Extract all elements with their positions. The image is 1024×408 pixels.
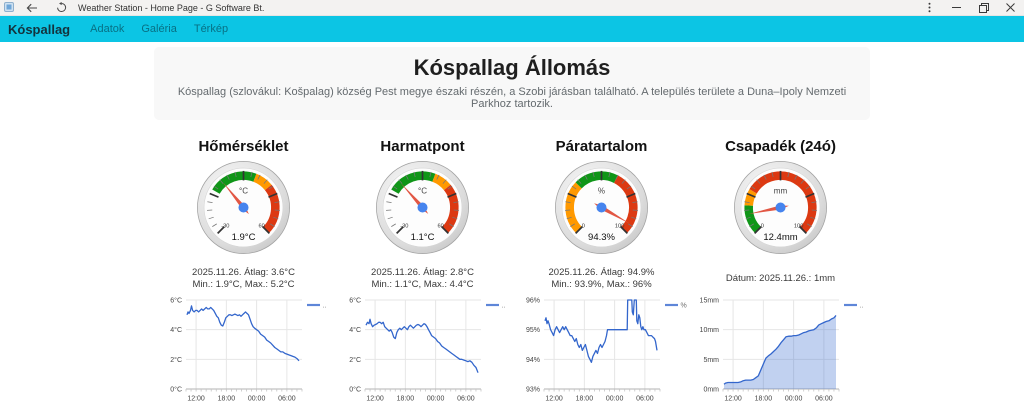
page-title: Kóspallag Állomás <box>413 55 611 80</box>
svg-text:96%: 96% <box>525 298 539 305</box>
panel-humidity: Páratartalom 0 100% 94.3% 2025.11.26. Átla… <box>512 138 691 408</box>
svg-text:18:00: 18:00 <box>396 396 414 403</box>
station-header: Kóspallag Állomás Kóspallag (szlovákul: … <box>154 47 870 120</box>
svg-text:60: 60 <box>258 224 264 230</box>
svg-text:06:00: 06:00 <box>457 396 475 403</box>
nav-link-terkep[interactable]: Térkép <box>193 23 229 35</box>
svg-text:100: 100 <box>794 224 804 230</box>
svg-text:°C: °C <box>239 186 248 195</box>
nav-link-galeria[interactable]: Galéria <box>141 23 177 35</box>
precipitation-stats: Dátum: 2025.11.26.: 1mm <box>691 266 870 291</box>
measurement-panels: Hőmérséklet -30 60 °C 1.9°C 2025.11.26. Átl… <box>154 138 870 408</box>
svg-text:12.4mm: 12.4mm <box>763 232 797 243</box>
precipitation-chart: 0mm 5mm 10mm 15mm 12:00 18:00 00:00 06:00.. <box>691 294 870 408</box>
svg-text:12:00: 12:00 <box>366 396 384 403</box>
stats-line: 2025.11.26. Átlag: 94.9% <box>548 266 655 278</box>
svg-text:94%: 94% <box>525 357 539 364</box>
svg-text:00:00: 00:00 <box>605 396 623 403</box>
panel-temperature: Hőmérséklet -30 60 °C 1.9°C 2025.11.26. Átl… <box>154 138 333 408</box>
svg-text:%: % <box>598 186 605 195</box>
svg-text:°C: °C <box>418 186 427 195</box>
svg-text:12:00: 12:00 <box>545 396 563 403</box>
svg-text:-30: -30 <box>221 224 229 230</box>
panel-title: Harmatpont <box>380 138 465 155</box>
svg-text:0°C: 0°C <box>349 386 361 394</box>
window-titlebar: Weather Station - Home Page - G Software… <box>0 0 1024 16</box>
svg-text:00:00: 00:00 <box>784 396 802 403</box>
stats-line: Min.: 1.1°C, Max.: 4.4°C <box>371 278 474 290</box>
svg-text:..: .. <box>501 303 505 310</box>
svg-text:18:00: 18:00 <box>217 396 235 403</box>
svg-text:5mm: 5mm <box>703 357 719 364</box>
svg-text:4°C: 4°C <box>170 326 182 334</box>
app-icon <box>4 0 14 17</box>
humidity-stats: 2025.11.26. Átlag: 94.9% Min.: 93.9%, Ma… <box>512 266 691 291</box>
svg-text:93%: 93% <box>525 387 539 394</box>
window-title: Weather Station - Home Page - G Software… <box>78 2 265 13</box>
panel-title: Csapadék (24ó) <box>725 138 836 155</box>
svg-text:12:00: 12:00 <box>187 396 205 403</box>
restore-button[interactable] <box>970 0 997 15</box>
svg-text:00:00: 00:00 <box>426 396 444 403</box>
menu-kebab-icon[interactable] <box>916 0 943 15</box>
svg-text:10mm: 10mm <box>699 327 719 334</box>
panel-precipitation: Csapadék (24ó) 0 100 mm 12.4mm Dátum: 2025.… <box>691 138 870 408</box>
panel-dewpoint: Harmatpont -30 60 °C 1.1°C 2025.11.26. Átla… <box>333 138 512 408</box>
svg-text:18:00: 18:00 <box>575 396 593 403</box>
svg-text:06:00: 06:00 <box>815 396 833 403</box>
panel-title: Páratartalom <box>555 138 648 155</box>
stats-line: 2025.11.26. Átlag: 3.6°C <box>192 266 295 278</box>
svg-text:60: 60 <box>437 224 443 230</box>
svg-text:mm: mm <box>774 186 788 195</box>
svg-text:0°C: 0°C <box>170 386 182 394</box>
temperature-stats: 2025.11.26. Átlag: 3.6°C Min.: 1.9°C, Ma… <box>154 266 333 291</box>
stats-line: Min.: 93.9%, Max.: 96% <box>551 278 652 290</box>
svg-text:..: .. <box>322 303 326 310</box>
temperature-chart: 0°C 2°C 4°C 6°C 12:00 18:00 00:00 06:00.. <box>154 294 333 408</box>
stats-line: 2025.11.26. Átlag: 2.8°C <box>371 266 474 278</box>
svg-text:12:00: 12:00 <box>724 396 742 403</box>
svg-text:0: 0 <box>761 224 764 230</box>
svg-text:2°C: 2°C <box>170 356 182 364</box>
svg-text:6°C: 6°C <box>170 297 182 305</box>
svg-text:..: .. <box>859 303 863 310</box>
svg-text:18:00: 18:00 <box>754 396 772 403</box>
dewpoint-stats: 2025.11.26. Átlag: 2.8°C Min.: 1.1°C, Ma… <box>333 266 512 291</box>
page-subtitle: Kóspallag (szlovákul: Košpalag) község P… <box>177 86 847 110</box>
nav-link-adatok[interactable]: Adatok <box>90 23 125 35</box>
humidity-chart: 93% 94% 95% 96% 12:00 18:00 00:00 06:00% <box>512 294 691 408</box>
svg-text:2°C: 2°C <box>349 356 361 364</box>
svg-text:-30: -30 <box>400 224 408 230</box>
panel-title: Hőmérséklet <box>198 138 289 155</box>
svg-text:00:00: 00:00 <box>247 396 265 403</box>
svg-text:0: 0 <box>582 224 585 230</box>
stats-line: Min.: 1.9°C, Max.: 5.2°C <box>192 278 295 290</box>
humidity-gauge: 0 100% 94.3% <box>512 160 691 255</box>
svg-text:15mm: 15mm <box>699 298 719 305</box>
refresh-button[interactable] <box>50 0 72 15</box>
svg-text:06:00: 06:00 <box>636 396 654 403</box>
precipitation-gauge: 0 100 mm 12.4mm <box>691 160 870 255</box>
svg-text:%: % <box>680 303 686 310</box>
stats-line: Dátum: 2025.11.26.: 1mm <box>725 272 836 284</box>
svg-text:100: 100 <box>615 224 625 230</box>
temperature-gauge: -30 60 °C 1.9°C <box>154 160 333 255</box>
back-button[interactable] <box>21 0 43 15</box>
svg-text:6°C: 6°C <box>349 297 361 305</box>
svg-text:1.1°C: 1.1°C <box>411 232 435 243</box>
minimize-button[interactable] <box>943 0 970 15</box>
svg-text:1.9°C: 1.9°C <box>232 232 256 243</box>
svg-text:06:00: 06:00 <box>278 396 296 403</box>
svg-text:4°C: 4°C <box>349 326 361 334</box>
dewpoint-gauge: -30 60 °C 1.1°C <box>333 160 512 255</box>
close-button[interactable] <box>997 0 1024 15</box>
svg-text:0mm: 0mm <box>703 387 719 394</box>
dewpoint-chart: 0°C 2°C 4°C 6°C 12:00 18:00 00:00 06:00.. <box>333 294 512 408</box>
main-navbar: Kóspallag Adatok Galéria Térkép <box>0 16 1024 42</box>
svg-text:95%: 95% <box>525 327 539 334</box>
svg-text:94.3%: 94.3% <box>588 232 615 243</box>
navbar-brand[interactable]: Kóspallag <box>8 21 71 37</box>
